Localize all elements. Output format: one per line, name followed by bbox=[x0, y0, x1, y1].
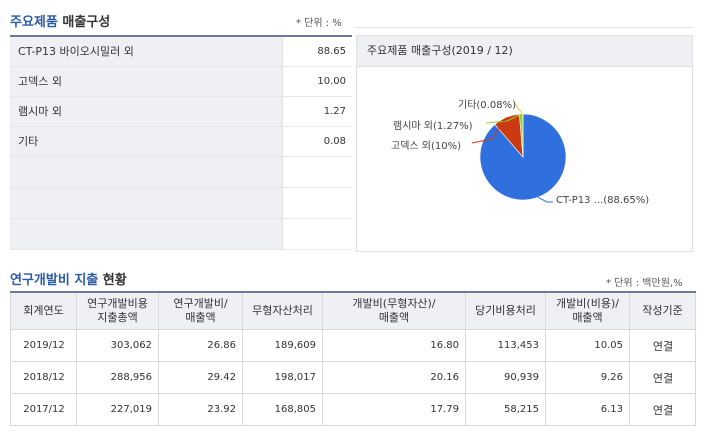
col-dev-intangible-ratio: 개발비(무형자산)/매출액 bbox=[322, 291, 466, 330]
cell-value: 16.80 bbox=[322, 329, 466, 362]
cell-basis: 연결 bbox=[629, 329, 696, 362]
pie-chart bbox=[471, 102, 567, 203]
products-title-main: 주요제품 bbox=[10, 15, 58, 30]
rnd-section-title: 연구개발비 지출 현황 bbox=[10, 269, 127, 288]
pie-chart-panel: 주요제품 매출구성(2019 / 12) 기타(0.08%) 램시마 외(1.2… bbox=[356, 35, 693, 252]
product-name: 기타 bbox=[10, 127, 282, 156]
cell-value: 168,805 bbox=[242, 393, 323, 426]
product-row: CT-P13 바이오시밀러 외 88.65 bbox=[10, 37, 352, 67]
rnd-expense-table: 회계연도 연구개발비용 지출총액 연구개발비/매출액 무형자산처리 개발비(무형자… bbox=[10, 291, 696, 426]
empty-row bbox=[10, 157, 352, 188]
pie-label-godex: 고덱스 외(10%) bbox=[391, 141, 462, 152]
cell-value: 113,453 bbox=[465, 329, 546, 362]
rnd-unit: * 단위 : 백만원,% bbox=[606, 278, 683, 289]
pie-leader-ct bbox=[537, 196, 553, 203]
divider bbox=[356, 27, 693, 28]
cell-value: 10.05 bbox=[545, 329, 630, 362]
product-share: 0.08 bbox=[282, 127, 352, 156]
cell-value: 189,609 bbox=[242, 329, 323, 362]
col-rnd-ratio: 연구개발비/매출액 bbox=[158, 291, 243, 330]
empty-row bbox=[10, 188, 352, 219]
table-header-row: 회계연도 연구개발비용 지출총액 연구개발비/매출액 무형자산처리 개발비(무형자… bbox=[10, 291, 696, 330]
col-basis: 작성기준 bbox=[629, 291, 696, 330]
cell-value: 58,215 bbox=[465, 393, 546, 426]
products-unit: * 단위 : % bbox=[296, 18, 342, 29]
cell-value: 9.26 bbox=[545, 361, 630, 394]
product-name: CT-P13 바이오시밀러 외 bbox=[10, 37, 282, 66]
pie-label-etc: 기타(0.08%) bbox=[458, 100, 516, 111]
cell-value: 17.79 bbox=[322, 393, 466, 426]
pie-label-remsima: 램시마 외(1.27%) bbox=[393, 121, 473, 132]
table-row: 2018/12 288,956 29.42 198,017 20.16 90,9… bbox=[10, 361, 696, 394]
cell-value: 198,017 bbox=[242, 361, 323, 394]
product-row: 고덱스 외 10.00 bbox=[10, 67, 352, 97]
col-dev-expense-ratio: 개발비(비용)/매출액 bbox=[545, 291, 630, 330]
cell-value: 26.86 bbox=[158, 329, 243, 362]
product-share: 88.65 bbox=[282, 37, 352, 66]
pie-leader-godex bbox=[471, 117, 507, 144]
cell-value: 29.42 bbox=[158, 361, 243, 394]
cell-value: 90,939 bbox=[465, 361, 546, 394]
product-name: 램시마 외 bbox=[10, 97, 282, 126]
pie-leader-remsima bbox=[485, 113, 522, 124]
empty-row bbox=[10, 219, 352, 250]
col-intangible: 무형자산처리 bbox=[242, 291, 323, 330]
cell-value: 20.16 bbox=[322, 361, 466, 394]
rnd-title-main: 연구개발비 지출 bbox=[10, 273, 99, 288]
cell-value: 23.92 bbox=[158, 393, 243, 426]
pie-label-ct: CT-P13 ...(88.65%) bbox=[556, 195, 650, 206]
col-expensed: 당기비용처리 bbox=[465, 291, 546, 330]
col-rnd-total: 연구개발비용 지출총액 bbox=[76, 291, 159, 330]
cell-value: 303,062 bbox=[76, 329, 159, 362]
col-fiscal-year: 회계연도 bbox=[10, 291, 77, 330]
cell-basis: 연결 bbox=[629, 361, 696, 394]
rnd-title-sub: 현황 bbox=[102, 273, 127, 288]
cell-year: 2017/12 bbox=[10, 393, 77, 426]
table-row: 2017/12 227,019 23.92 168,805 17.79 58,2… bbox=[10, 393, 696, 426]
cell-year: 2018/12 bbox=[10, 361, 77, 394]
cell-value: 227,019 bbox=[76, 393, 159, 426]
products-title-sub: 매출구성 bbox=[62, 15, 111, 30]
product-share: 10.00 bbox=[282, 67, 352, 96]
product-sales-table: CT-P13 바이오시밀러 외 88.65 고덱스 외 10.00 램시마 외 … bbox=[10, 35, 352, 250]
cell-basis: 연결 bbox=[629, 393, 696, 426]
product-share: 1.27 bbox=[282, 97, 352, 126]
pie-leader-etc bbox=[514, 102, 524, 115]
cell-year: 2019/12 bbox=[10, 329, 77, 362]
product-row: 기타 0.08 bbox=[10, 127, 352, 157]
product-name: 고덱스 외 bbox=[10, 67, 282, 96]
table-row: 2019/12 303,062 26.86 189,609 16.80 113,… bbox=[10, 329, 696, 362]
cell-value: 288,956 bbox=[76, 361, 159, 394]
cell-value: 6.13 bbox=[545, 393, 630, 426]
products-section-title: 주요제품 매출구성 bbox=[10, 11, 110, 30]
product-row: 램시마 외 1.27 bbox=[10, 97, 352, 127]
pie-chart-header: 주요제품 매출구성(2019 / 12) bbox=[357, 36, 692, 67]
